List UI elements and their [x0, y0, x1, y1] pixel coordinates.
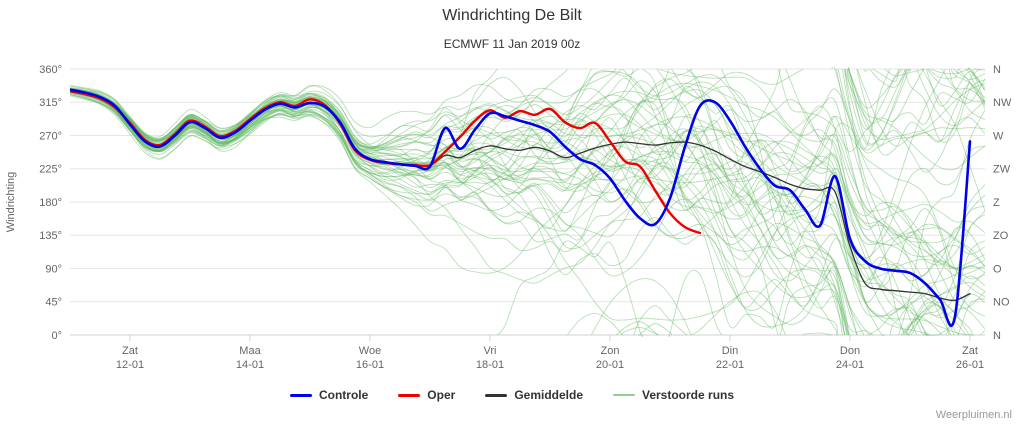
oper-line-swatch	[398, 393, 421, 397]
x-tick-weekday: Don	[840, 345, 860, 357]
x-tick-weekday: Vri	[483, 345, 496, 357]
x-tick-date: 14-01	[236, 359, 264, 371]
y-axis-left-labels: 0° 45° 90° 135° 180° 225° 270° 315° 360°	[39, 64, 62, 342]
x-tick-weekday: Zat	[122, 345, 138, 357]
watermark: Weerpluimen.nl	[935, 409, 1012, 421]
y-tick-compass: ZW	[993, 164, 1011, 176]
y-tick-compass: N	[993, 330, 1001, 342]
controle-line	[70, 88, 972, 327]
y-tick-compass: N	[993, 64, 1001, 76]
gemiddelde-line-swatch	[485, 393, 508, 397]
chart-title: Windrichting De Bilt	[442, 7, 582, 24]
x-tick-weekday: Zat	[962, 345, 978, 357]
series-layer	[70, 67, 985, 337]
x-tick-date: 26-01	[956, 359, 984, 371]
x-axis: Zat 12-01 Maa 14-01 Woe 16-01 Vri 18-01 Zon 20-01…	[70, 334, 985, 371]
x-tick-weekday: Zon	[601, 345, 620, 357]
legend: Controle Oper Gemiddelde Verstoorde runs	[0, 388, 1024, 402]
legend-item-oper[interactable]: Oper	[398, 388, 455, 402]
x-tick-weekday: Woe	[359, 345, 381, 357]
y-axis-title: Windrichting	[5, 172, 17, 233]
legend-item-gemiddelde[interactable]: Gemiddelde	[485, 388, 583, 402]
x-tick-weekday: Maa	[239, 345, 261, 357]
y-axis-right-labels: N NW W ZW Z ZO O NO N	[993, 64, 1012, 342]
x-tick-weekday: Din	[722, 345, 739, 357]
controle-line-swatch	[289, 393, 312, 397]
y-tick-degree: 180°	[39, 197, 62, 209]
y-tick-degree: 225°	[39, 164, 62, 176]
y-tick-compass: NW	[993, 97, 1012, 109]
y-tick-degree: 45°	[45, 297, 62, 309]
x-tick-date: 24-01	[836, 359, 864, 371]
y-tick-degree: 0°	[51, 330, 62, 342]
x-tick-date: 16-01	[356, 359, 384, 371]
verstoorde-runs-line-swatch	[613, 394, 635, 396]
legend-item-controle[interactable]: Controle	[289, 388, 369, 402]
x-tick-date: 22-01	[716, 359, 744, 371]
y-tick-degree: 270°	[39, 130, 62, 142]
legend-label-gemiddelde: Gemiddelde	[514, 388, 583, 402]
y-tick-compass: W	[993, 130, 1004, 142]
x-tick-date: 12-01	[116, 359, 144, 371]
y-tick-compass: NO	[993, 297, 1010, 309]
legend-label-verstoorde-runs: Verstoorde runs	[642, 388, 735, 402]
y-tick-compass: ZO	[993, 230, 1009, 242]
legend-label-controle: Controle	[318, 388, 369, 402]
y-tick-compass: Z	[993, 197, 1000, 209]
y-tick-degree: 315°	[39, 97, 62, 109]
chart-subtitle: ECMWF 11 Jan 2019 00z	[443, 37, 581, 51]
y-tick-degree: 135°	[39, 230, 62, 242]
y-tick-degree: 90°	[45, 263, 62, 275]
x-tick-date: 20-01	[596, 359, 624, 371]
y-tick-degree: 360°	[39, 64, 62, 76]
y-tick-compass: O	[993, 263, 1002, 275]
legend-label-oper: Oper	[427, 388, 456, 402]
legend-item-verstoorde-runs[interactable]: Verstoorde runs	[613, 388, 734, 402]
x-tick-date: 18-01	[476, 359, 504, 371]
